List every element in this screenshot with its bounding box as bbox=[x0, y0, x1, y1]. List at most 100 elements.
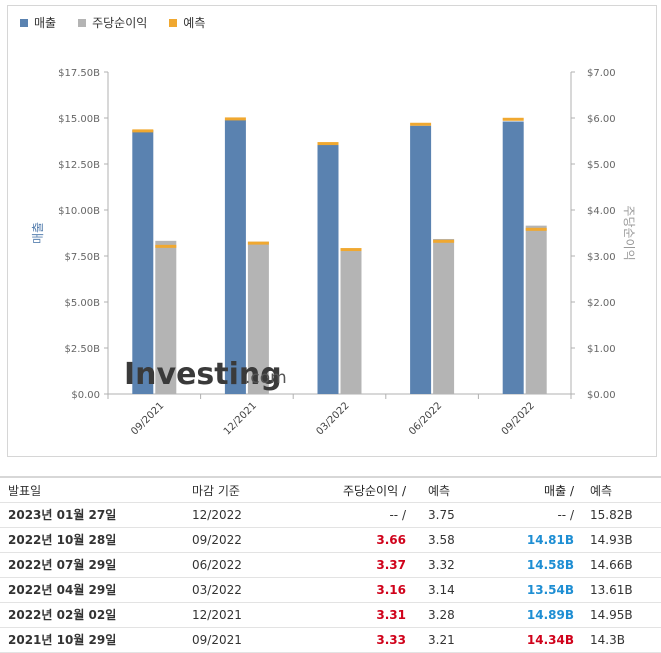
cell-revenue-forecast: 13.61B bbox=[590, 583, 633, 597]
cell-eps-forecast: 3.21 bbox=[428, 633, 455, 647]
cell-period: 06/2022 bbox=[192, 558, 242, 572]
right-tick-label: $4.00 bbox=[587, 206, 616, 217]
right-tick-label: $0.00 bbox=[587, 390, 616, 401]
table-row: 2021년 10월 29일 09/2021 3.33 3.21 14.34B 14.3B bbox=[0, 628, 661, 653]
table-header: 발표일 마감 기준 주당순이익 / 예측 매출 / 예측 bbox=[0, 476, 661, 503]
left-tick-label: $17.50B bbox=[58, 68, 100, 79]
left-tick-label: $2.50B bbox=[65, 344, 101, 355]
cell-revenue: 14.34B bbox=[526, 633, 574, 647]
revenue-bar[interactable] bbox=[317, 144, 339, 394]
cell-eps: 3.37 bbox=[376, 558, 406, 572]
eps-forecast-marker[interactable] bbox=[155, 244, 177, 248]
revenue-forecast-marker[interactable] bbox=[317, 142, 339, 146]
right-tick-label: $3.00 bbox=[587, 252, 616, 263]
watermark-brand: Investing bbox=[124, 357, 282, 392]
eps-forecast-marker[interactable] bbox=[433, 239, 455, 243]
right-tick-label: $6.00 bbox=[587, 114, 616, 125]
left-tick-label: $7.50B bbox=[65, 252, 101, 263]
cell-revenue: 14.89B bbox=[526, 608, 574, 622]
header-date[interactable]: 발표일 bbox=[8, 484, 42, 498]
right-tick-label: $1.00 bbox=[587, 344, 616, 355]
cell-revenue: 14.81B bbox=[526, 533, 574, 547]
table-row: 2022년 02월 02일 12/2021 3.31 3.28 14.89B 14.95B bbox=[0, 603, 661, 628]
cell-date: 2021년 10월 29일 bbox=[8, 633, 117, 647]
cell-revenue: 13.54B bbox=[526, 583, 574, 597]
eps-forecast-marker[interactable] bbox=[340, 248, 362, 252]
table-row: 2022년 07월 29일 06/2022 3.37 3.32 14.58B 14.66B bbox=[0, 553, 661, 578]
revenue-forecast-marker[interactable] bbox=[224, 117, 246, 121]
header-revenue-forecast[interactable]: 예측 bbox=[590, 484, 613, 498]
legend-item-eps[interactable]: 주당순이익 bbox=[78, 14, 147, 31]
header-period[interactable]: 마감 기준 bbox=[192, 484, 240, 498]
cell-eps: 3.33 bbox=[376, 633, 406, 647]
table-row: 2022년 04월 29일 03/2022 3.16 3.14 13.54B 13.61B bbox=[0, 578, 661, 603]
legend-swatch-forecast bbox=[169, 18, 178, 27]
revenue-forecast-marker[interactable] bbox=[410, 122, 432, 126]
left-tick-label: $5.00B bbox=[65, 298, 101, 309]
revenue-bar[interactable] bbox=[502, 121, 524, 394]
header-eps-forecast[interactable]: 예측 bbox=[428, 484, 451, 498]
earnings-table: 발표일 마감 기준 주당순이익 / 예측 매출 / 예측 2023년 01월 2… bbox=[0, 476, 661, 653]
eps-bar[interactable] bbox=[340, 248, 362, 394]
left-tick-label: $0.00 bbox=[71, 390, 100, 401]
cell-eps-forecast: 3.14 bbox=[428, 583, 455, 597]
cell-eps: 3.16 bbox=[376, 583, 406, 597]
right-tick-label: $2.00 bbox=[587, 298, 616, 309]
y-axis-title: 매출 bbox=[31, 222, 45, 244]
x-tick-label: 03/2022 bbox=[314, 400, 351, 437]
right-tick-label: $5.00 bbox=[587, 160, 616, 171]
eps-forecast-marker[interactable] bbox=[525, 227, 547, 231]
y2-axis-title: 주당순이익 bbox=[622, 205, 636, 260]
revenue-bar[interactable] bbox=[224, 120, 246, 395]
cell-revenue-forecast: 15.82B bbox=[590, 508, 633, 522]
header-eps[interactable]: 주당순이익 / bbox=[342, 484, 406, 498]
cell-period: 09/2022 bbox=[192, 533, 242, 547]
left-tick-label: $15.00B bbox=[58, 114, 100, 125]
right-tick-label: $7.00 bbox=[587, 68, 616, 79]
revenue-forecast-marker[interactable] bbox=[502, 117, 524, 121]
cell-revenue-forecast: 14.93B bbox=[590, 533, 633, 547]
cell-period: 09/2021 bbox=[192, 633, 242, 647]
cell-eps-forecast: 3.75 bbox=[428, 508, 455, 522]
legend-label-forecast: 예측 bbox=[183, 16, 206, 30]
header-revenue[interactable]: 매출 / bbox=[544, 484, 574, 498]
eps-bar[interactable] bbox=[525, 225, 547, 394]
cell-revenue-forecast: 14.95B bbox=[590, 608, 633, 622]
left-tick-label: $12.50B bbox=[58, 160, 100, 171]
legend-item-forecast[interactable]: 예측 bbox=[169, 14, 205, 31]
chart-legend: 매출 주당순이익 예측 bbox=[20, 14, 205, 31]
legend-label-revenue: 매출 bbox=[34, 16, 57, 30]
x-tick-label: 06/2022 bbox=[407, 400, 444, 437]
cell-period: 03/2022 bbox=[192, 583, 242, 597]
cell-date: 2022년 10월 28일 bbox=[8, 533, 117, 547]
cell-revenue: 14.58B bbox=[526, 558, 574, 572]
cell-revenue-forecast: 14.3B bbox=[590, 633, 625, 647]
cell-eps-forecast: 3.58 bbox=[428, 533, 455, 547]
earnings-chart: $0.00 $2.50B $5.00B $7.50B $10.00B $12.50B $15… bbox=[31, 68, 636, 437]
legend-swatch-revenue bbox=[20, 18, 28, 27]
eps-bar[interactable] bbox=[247, 241, 269, 394]
legend-swatch-eps bbox=[78, 18, 87, 27]
revenue-bar[interactable] bbox=[132, 130, 154, 395]
cell-revenue: -- / bbox=[557, 508, 574, 522]
revenue-bar[interactable] bbox=[410, 125, 432, 394]
cell-eps: 3.31 bbox=[376, 608, 406, 622]
cell-date: 2022년 02월 02일 bbox=[8, 608, 117, 622]
cell-date: 2023년 01월 27일 bbox=[8, 508, 117, 522]
eps-forecast-marker[interactable] bbox=[247, 241, 269, 245]
revenue-forecast-marker[interactable] bbox=[132, 129, 154, 133]
investing-watermark: Investing .com bbox=[124, 357, 287, 392]
eps-bar[interactable] bbox=[433, 238, 455, 394]
cell-revenue-forecast: 14.66B bbox=[590, 558, 633, 572]
table-row: 2023년 01월 27일 12/2022 -- / 3.75 -- / 15.82B bbox=[0, 503, 661, 528]
cell-eps-forecast: 3.32 bbox=[428, 558, 455, 572]
chart-panel: 매출 주당순이익 예측 $0.00 $2.50B $5.00B $7.50B $10.0… bbox=[7, 5, 657, 457]
cell-eps: 3.66 bbox=[376, 533, 406, 547]
legend-item-revenue[interactable]: 매출 bbox=[20, 14, 56, 31]
eps-bar[interactable] bbox=[155, 240, 177, 394]
table-row: 2022년 10월 28일 09/2022 3.66 3.58 14.81B 14.93B bbox=[0, 528, 661, 553]
x-tick-label: 09/2021 bbox=[129, 400, 166, 437]
cell-period: 12/2022 bbox=[192, 508, 242, 522]
table-body: 2023년 01월 27일 12/2022 -- /3.75 -- /15.82B 20… bbox=[0, 503, 661, 653]
cell-date: 2022년 04월 29일 bbox=[8, 583, 117, 597]
